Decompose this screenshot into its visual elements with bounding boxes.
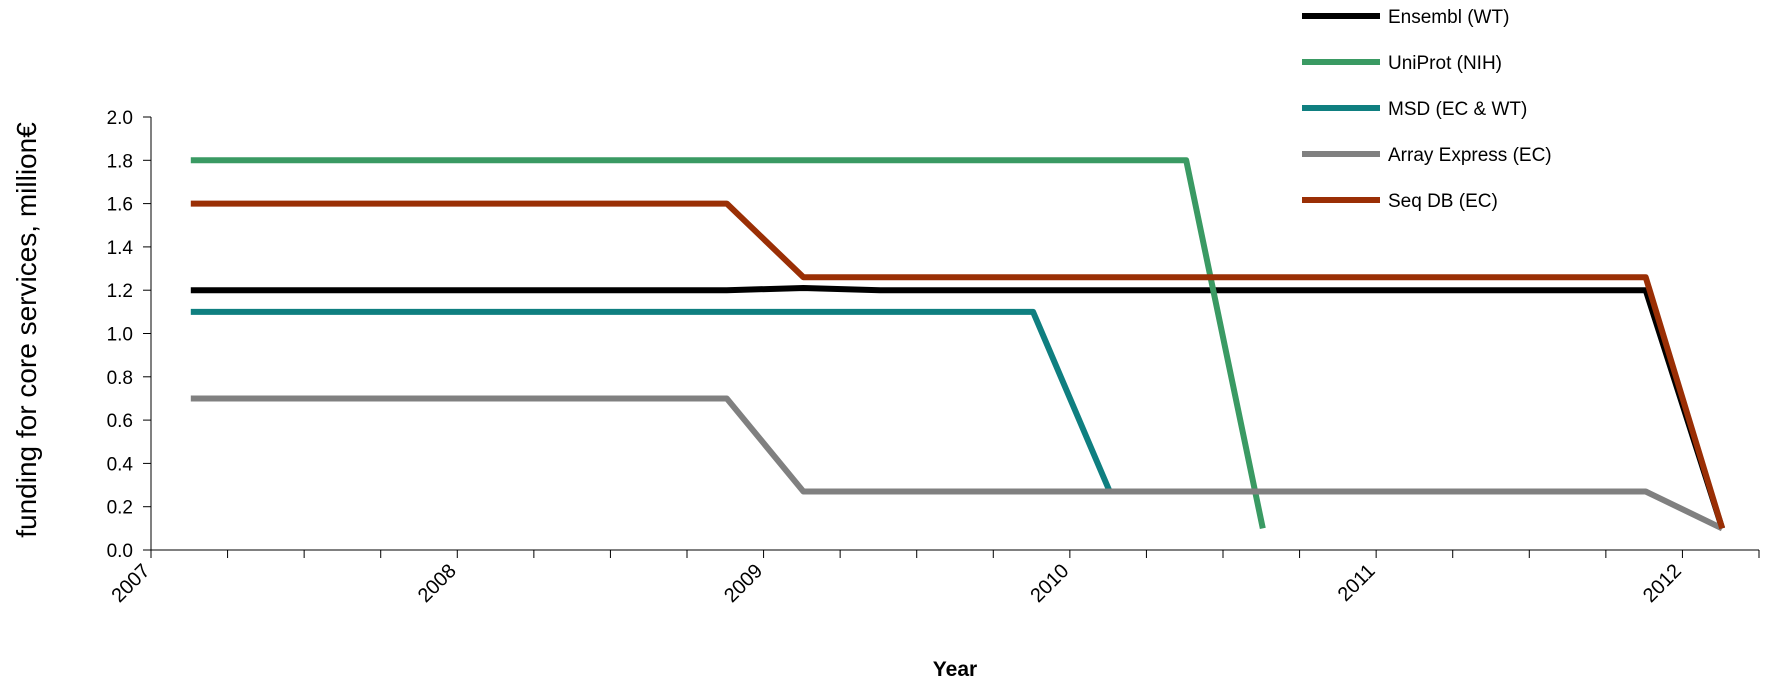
legend-label-5: Seq DB (EC) (1388, 191, 1498, 212)
y-tick-label: 0.2 (107, 498, 133, 519)
y-axis-title: funding for core services, million€ (11, 122, 42, 538)
y-tick-label: 0.8 (107, 368, 133, 389)
series-layer (190, 157, 1726, 532)
y-tick-label: 2.0 (107, 108, 133, 129)
x-tick-label: 2008 (414, 560, 461, 607)
legend: Ensembl (WT) UniProt (NIH) MSD (EC & WT) Ar… (1302, 7, 1552, 212)
legend-label-3: MSD (EC & WT) (1388, 99, 1527, 120)
y-tick-label: 1.2 (107, 281, 133, 302)
x-tick-label: 2009 (720, 560, 767, 607)
series-line-5 (190, 200, 1726, 530)
y-tick-label: 0.0 (107, 541, 133, 562)
x-tick-label: 2010 (1026, 560, 1073, 607)
y-tick-label: 0.6 (107, 411, 133, 432)
x-axis-title: Year (933, 658, 977, 681)
series-line-2 (190, 157, 1266, 530)
series-line-4 (190, 395, 1724, 532)
y-tick-label: 1.6 (107, 195, 133, 216)
series-line-3 (190, 308, 1113, 493)
x-tick-label: 2012 (1639, 560, 1686, 607)
x-tick-label: 2007 (108, 560, 155, 607)
legend-label-2: UniProt (NIH) (1388, 53, 1502, 74)
legend-label-1: Ensembl (WT) (1388, 7, 1509, 28)
y-tick-label: 1.4 (107, 238, 134, 259)
chart-axes: 0.0 0.2 0.4 0.6 0.8 1.0 1.2 1.4 1.6 1.8 2.0 2007 200… (107, 108, 1760, 607)
y-tick-label: 1.8 (107, 151, 133, 172)
legend-label-4: Array Express (EC) (1388, 145, 1552, 166)
y-tick-label: 0.4 (107, 454, 134, 475)
series-line-1 (190, 285, 1726, 530)
x-tick-label: 2011 (1334, 560, 1380, 606)
y-tick-label: 1.0 (107, 325, 133, 346)
